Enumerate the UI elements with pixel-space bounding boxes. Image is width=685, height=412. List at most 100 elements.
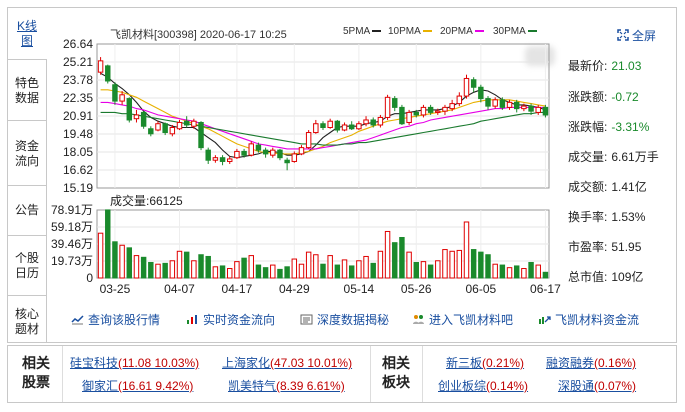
- realtime-flow-icon: [187, 315, 197, 324]
- related-sector-name: 深股通: [558, 379, 595, 393]
- related-sector-link[interactable]: 深股通(0.07%): [558, 377, 636, 394]
- stat-change-percent: 涨跌幅: -3.31%: [568, 118, 649, 135]
- related-stock-name: 御家汇: [82, 379, 119, 393]
- stat-turnover: 成交额: 1.41亿: [568, 178, 647, 195]
- stat-turnover-rate: 换手率: 1.53%: [568, 208, 645, 225]
- fullscreen-button[interactable]: 全屏: [617, 27, 656, 44]
- tool-deep-data-label: 深度数据揭秘: [317, 313, 390, 327]
- tab-calendar[interactable]: 个股日历: [7, 236, 47, 296]
- stat-label: 总市值:: [568, 270, 608, 284]
- divider: [62, 346, 63, 402]
- stat-value: 1.53%: [611, 210, 646, 224]
- stat-volume: 成交量: 6.61万手: [568, 148, 659, 165]
- related-section: 相关股票 硅宝科技(11.08 10.03%) 上海家化(47.03 10.01…: [7, 345, 677, 403]
- related-stock-detail: (16.61 9.42%): [118, 379, 194, 393]
- ma-legend-10: 10PMA: [388, 26, 432, 37]
- related-sector-detail: (0.14%): [486, 379, 529, 393]
- tool-forum-label: 进入飞凯材料吧: [429, 313, 514, 327]
- stat-label: 最新价:: [568, 59, 608, 73]
- stat-label: 涨跌幅:: [568, 120, 608, 134]
- related-sector-name: 新三板: [446, 356, 483, 370]
- tool-quote-link[interactable]: 查询该股行情: [71, 311, 160, 328]
- tab-announcement[interactable]: 公告: [7, 186, 47, 236]
- tool-money-flow-label: 飞凯材料资金流: [555, 313, 640, 327]
- stat-value: 21.03: [611, 59, 642, 73]
- related-stock-link[interactable]: 御家汇(16.61 9.42%): [82, 377, 193, 394]
- related-sector-detail: (0.16%): [594, 356, 637, 370]
- divider: [370, 346, 371, 402]
- ma-legend-20-swatch: [474, 30, 484, 33]
- forum-people-icon: [413, 315, 424, 324]
- tab-fund-flow-label: 资金流向: [14, 139, 39, 168]
- stat-value: 51.95: [611, 240, 642, 254]
- stat-value: -0.72: [611, 90, 639, 104]
- ma-legend-30-label: 30PMA: [493, 26, 526, 37]
- related-sector-name: 创业板综: [438, 379, 487, 393]
- ma-legend-20-label: 20PMA: [440, 26, 473, 37]
- stat-latest-price: 最新价: 21.03: [568, 57, 641, 74]
- related-stock-name: 硅宝科技: [70, 356, 119, 370]
- related-stock-detail: (47.03 10.01%): [270, 356, 353, 370]
- tool-quote-label: 查询该股行情: [88, 313, 161, 327]
- ma-legend-30: 30PMA: [493, 26, 537, 37]
- stat-change-amount: 涨跌额: -0.72: [568, 88, 639, 105]
- tool-forum-link[interactable]: 进入飞凯材料吧: [412, 311, 513, 328]
- related-sectors-title: 相关板块: [382, 355, 410, 390]
- ma-legend-30-swatch: [527, 30, 537, 33]
- stat-label: 市盈率:: [568, 240, 608, 254]
- divider: [422, 346, 423, 402]
- related-sector-link[interactable]: 融资融券(0.16%): [546, 354, 636, 371]
- ma-legend-10-label: 10PMA: [388, 26, 421, 37]
- stat-value: -3.31%: [611, 120, 650, 134]
- related-sector-detail: (0.21%): [482, 356, 525, 370]
- tool-realtime-flow-label: 实时资金流向: [203, 313, 276, 327]
- tab-feature-data[interactable]: 特色数据: [7, 60, 47, 121]
- stat-label: 成交量:: [568, 150, 608, 164]
- ma-legend-20: 20PMA: [440, 26, 484, 37]
- related-stock-name: 上海家化: [222, 356, 271, 370]
- fullscreen-icon: [617, 29, 629, 41]
- ma-legend-5: 5PMA: [343, 26, 382, 37]
- tab-announcement-label: 公告: [14, 203, 39, 217]
- related-stock-detail: (11.08 10.03%): [118, 356, 200, 370]
- related-stock-link[interactable]: 硅宝科技(11.08 10.03%): [70, 354, 199, 371]
- stat-label: 成交额:: [568, 180, 608, 194]
- related-stock-name: 凯美特气: [228, 379, 277, 393]
- stat-label: 涨跌额:: [568, 90, 608, 104]
- tab-feature-data-label: 特色数据: [14, 76, 39, 105]
- related-sector-detail: (0.07%): [594, 379, 637, 393]
- chart-line-icon: [71, 315, 84, 325]
- stat-value: 6.61万手: [611, 150, 659, 164]
- tool-money-flow-link[interactable]: 飞凯材料资金流: [538, 311, 639, 328]
- tab-core-theme[interactable]: 核心题材: [7, 296, 47, 343]
- fullscreen-label: 全屏: [632, 29, 657, 43]
- chart-tab-column: K线图 特色数据 资金流向 公告 个股日历 核心题材: [7, 7, 47, 343]
- document-icon: [300, 314, 313, 325]
- stock-title: 飞凯材料[300398] 2020-06-17 10:25: [110, 29, 287, 41]
- blurred-region: [525, 46, 555, 66]
- related-stocks-title: 相关股票: [22, 355, 50, 390]
- stat-value: 109亿: [611, 270, 644, 284]
- ma-legend-5-label: 5PMA: [343, 26, 371, 37]
- tab-fund-flow[interactable]: 资金流向: [7, 121, 47, 186]
- ma-legend-10-swatch: [422, 30, 432, 33]
- stat-pe-ratio: 市盈率: 51.95: [568, 238, 641, 255]
- stat-market-cap: 总市值: 109亿: [568, 268, 643, 285]
- chart-panel: [7, 7, 677, 343]
- tab-calendar-label: 个股日历: [14, 251, 39, 280]
- related-stock-link[interactable]: 凯美特气(8.39 6.61%): [228, 377, 345, 394]
- tab-kline[interactable]: K线图: [7, 7, 47, 60]
- related-sector-link[interactable]: 新三板(0.21%): [446, 354, 524, 371]
- ma-legend-5-swatch: [372, 30, 382, 33]
- money-flow-icon: [539, 316, 551, 324]
- stat-label: 换手率:: [568, 210, 608, 224]
- tab-core-theme-label: 核心题材: [14, 307, 39, 336]
- tool-realtime-flow-link[interactable]: 实时资金流向: [186, 311, 275, 328]
- related-stock-link[interactable]: 上海家化(47.03 10.01%): [222, 354, 352, 371]
- related-sector-link[interactable]: 创业板综(0.14%): [438, 377, 528, 394]
- tab-kline-label: K线图: [16, 19, 37, 48]
- stat-value: 1.41亿: [611, 180, 647, 194]
- tool-deep-data-link[interactable]: 深度数据揭秘: [300, 311, 389, 328]
- related-stock-detail: (8.39 6.61%): [276, 379, 345, 393]
- related-sector-name: 融资融券: [546, 356, 595, 370]
